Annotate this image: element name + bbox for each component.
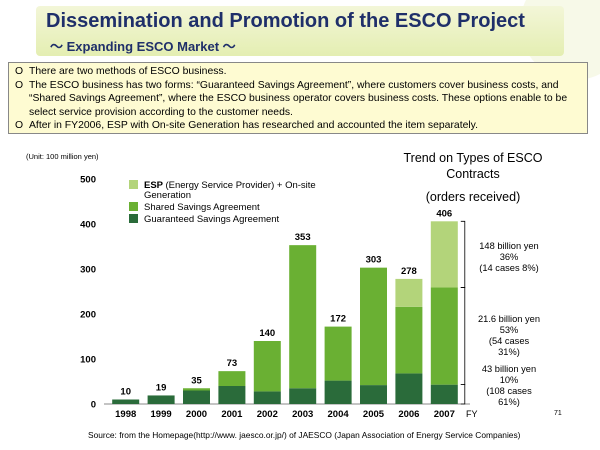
bullet-icon: O (15, 79, 24, 91)
bar-segment (324, 326, 352, 381)
data-label: 172 (330, 314, 346, 325)
x-tick-label: 2000 (186, 409, 207, 420)
x-tick-label: 1999 (151, 409, 172, 420)
legend-swatch (129, 214, 138, 223)
bar-segment (324, 380, 352, 404)
legend-swatch (129, 180, 138, 189)
unit-label: (Unit: 100 million yen) (26, 152, 99, 161)
bar-segment (183, 390, 210, 404)
bullet-icon: O (15, 66, 24, 77)
note-item: O After in FY2006, ESP with On-site Gener… (15, 119, 581, 133)
note-text: There are two methods of ESCO business. (29, 66, 227, 77)
bar-segment (395, 306, 423, 374)
x-tick-label: 2007 (434, 409, 455, 420)
page-subtitle: ～ Expanding ESCO Market ～ (50, 39, 236, 54)
y-tick-label: 300 (80, 265, 96, 276)
data-label: 140 (259, 328, 275, 339)
source-note: Source: from the Homepage(http://www. ja… (88, 430, 521, 440)
annotation-onsite: 148 billion yen 36% (14 cases 8%) (479, 241, 539, 273)
legend-swatch (129, 202, 138, 211)
trend-subtitle: (orders received) (425, 190, 521, 204)
y-tick-label: 100 (80, 355, 96, 366)
data-label: 303 (366, 255, 382, 266)
page-number: 71 (554, 410, 562, 417)
x-tick-label: 2005 (363, 409, 385, 420)
bar-segment (360, 385, 387, 404)
legend-label: ESP (Energy Service Provider) + On-site (144, 180, 316, 191)
page-title: Dissemination and Promotion of the ESCO … (46, 10, 525, 32)
data-label: 353 (295, 232, 311, 243)
note-text: The ESCO business has two forms: “Guaran… (29, 79, 568, 118)
note-text: After in FY2006, ESP with On-site Genera… (29, 120, 478, 131)
legend-label: Guaranteed Savings Agreement (144, 214, 280, 225)
trend-title: Trend on Types of ESCO Contracts (403, 151, 543, 181)
bar-segment (183, 388, 210, 391)
header-band: Dissemination and Promotion of the ESCO … (0, 0, 600, 80)
bar-segment (395, 278, 423, 307)
title-box (36, 6, 564, 56)
annotation-shared: 21.6 billion yen 53% (54 cases 31%) (477, 314, 541, 357)
y-tick-label: 200 (80, 310, 96, 321)
bar-segment (218, 371, 246, 386)
annotation-guaranteed: 43 billion yen 10% (108 cases 61%) (481, 364, 537, 407)
note-item: O There are two methods of ESCO business. (15, 65, 581, 79)
data-label: 35 (191, 375, 202, 386)
data-label: 73 (227, 358, 238, 369)
bar-segment (360, 267, 387, 386)
data-label: 19 (156, 382, 167, 393)
bar-segment (430, 384, 458, 404)
bar-segment (218, 386, 246, 404)
y-tick-label: 500 (80, 175, 96, 186)
x-tick-label: 2001 (221, 409, 243, 420)
bullet-icon: O (15, 120, 24, 131)
data-label: 278 (401, 266, 417, 277)
x-tick-label: 1998 (115, 409, 136, 420)
bar-segment (147, 395, 175, 404)
data-label: 10 (120, 387, 131, 398)
bar-segment (253, 391, 281, 404)
bar-segment (395, 373, 423, 404)
x-axis-unit-label: FY (466, 409, 478, 419)
legend-label: Shared Savings Agreement (144, 202, 260, 213)
bar-segment (253, 341, 281, 392)
x-tick-label: 2006 (398, 409, 419, 420)
bracket (460, 384, 466, 405)
bar-segment (289, 388, 317, 404)
bar-segment (430, 221, 458, 288)
bar-segment (112, 399, 140, 404)
x-tick-label: 2003 (292, 409, 313, 420)
data-label: 406 (436, 208, 452, 219)
note-item: O The ESCO business has two forms: “Guara… (15, 79, 581, 120)
bar-segment (430, 287, 458, 385)
legend-label: Generation (144, 190, 191, 201)
x-tick-label: 2004 (328, 409, 350, 420)
y-tick-label: 400 (80, 220, 96, 231)
notes-box: O There are two methods of ESCO business.… (8, 62, 588, 134)
x-tick-label: 2002 (257, 409, 278, 420)
bar-segment (289, 245, 317, 389)
y-tick-label: 0 (91, 400, 96, 411)
